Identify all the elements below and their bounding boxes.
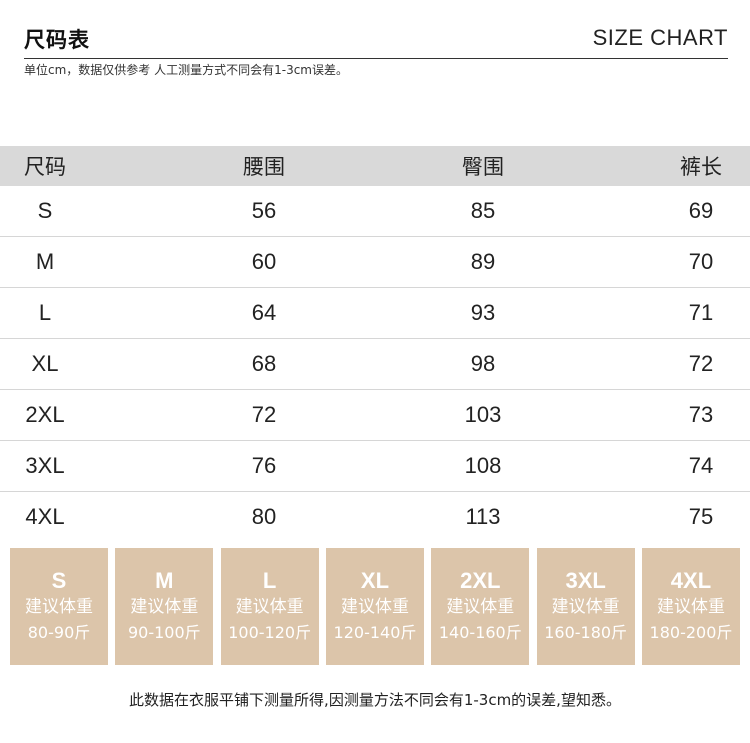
card-weight: 140-160斤 (438, 623, 522, 642)
cell-size: S (37, 198, 53, 223)
table-row: XL 68 98 72 (0, 339, 750, 390)
card-weight: 80-90斤 (27, 623, 91, 642)
cell-waist: 72 (251, 402, 277, 427)
card-label: 建议体重 (551, 597, 620, 617)
card-label: 建议体重 (340, 597, 409, 617)
cell-length: 73 (688, 402, 714, 427)
card-weight: 120-140斤 (333, 623, 417, 642)
card-label: 建议体重 (446, 597, 515, 617)
card-size: 2XL (460, 568, 501, 593)
cell-length: 72 (688, 351, 714, 376)
size-table: 尺码 腰围 臀围 裤长 S 56 85 69 M 60 89 70 L 64 9… (0, 146, 750, 542)
card-weight: 160-180斤 (544, 623, 628, 642)
card-size: L (262, 568, 277, 593)
cell-length: 71 (688, 300, 714, 325)
column-header-size: 尺码 (24, 155, 66, 179)
cell-waist: 68 (251, 351, 277, 376)
cell-waist: 80 (251, 504, 277, 529)
cell-size: M (35, 249, 55, 274)
page-title-en: SIZE CHART (592, 25, 728, 50)
cell-waist: 60 (251, 249, 277, 274)
cell-waist: 64 (251, 300, 277, 325)
cell-hip: 93 (470, 300, 496, 325)
table-row: 3XL 76 108 74 (0, 441, 750, 492)
weight-card: 2XL 建议体重 140-160斤 (431, 548, 530, 665)
cell-length: 74 (688, 453, 714, 478)
table-row: S 56 85 69 (0, 186, 750, 237)
cell-size: 4XL (25, 504, 65, 529)
weight-card: XL 建议体重 120-140斤 (325, 548, 424, 665)
cell-hip: 113 (465, 504, 501, 529)
cell-hip: 89 (470, 249, 496, 274)
card-size: XL (360, 568, 390, 593)
card-label: 建议体重 (130, 597, 199, 617)
cell-size: L (38, 300, 52, 325)
card-size: M (155, 568, 174, 593)
measurement-note: 单位cm，数据仅供参考 人工测量方式不同会有1-3cm误差。 (24, 63, 348, 77)
cell-size: XL (31, 351, 59, 376)
table-row: 4XL 80 113 75 (0, 492, 750, 542)
table-row: M 60 89 70 (0, 237, 750, 288)
cell-length: 70 (688, 249, 714, 274)
card-weight: 180-200斤 (649, 623, 733, 642)
card-size: 4XL (670, 568, 712, 593)
page-title: 尺码表 (24, 28, 90, 52)
weight-card: S 建议体重 80-90斤 (10, 548, 108, 665)
card-size: S (51, 568, 67, 593)
card-label: 建议体重 (235, 597, 304, 617)
weight-card: 3XL 建议体重 160-180斤 (536, 548, 635, 665)
card-size: 3XL (565, 568, 606, 593)
card-weight: 100-120斤 (228, 623, 312, 642)
card-weight: 90-100斤 (127, 623, 201, 642)
weight-card: 4XL 建议体重 180-200斤 (641, 548, 740, 665)
cell-size: 2XL (25, 402, 65, 427)
cell-length: 69 (688, 198, 714, 223)
weight-card: L 建议体重 100-120斤 (220, 548, 319, 665)
weight-recommendation-cards: S 建议体重 80-90斤 M 建议体重 90-100斤 L 建议体重 100-… (10, 548, 740, 665)
cell-length: 75 (688, 504, 714, 529)
header: 尺码表 SIZE CHART (24, 24, 728, 59)
cell-hip: 85 (470, 198, 496, 223)
table-row: L 64 93 71 (0, 288, 750, 339)
column-header-length: 裤长 (680, 155, 722, 179)
column-header-hip: 臀围 (462, 155, 504, 179)
column-header-waist: 腰围 (243, 155, 285, 179)
weight-card: M 建议体重 90-100斤 (115, 548, 214, 665)
card-label: 建议体重 (656, 597, 725, 617)
table-header-row: 尺码 腰围 臀围 裤长 (0, 146, 750, 186)
cell-hip: 103 (464, 402, 502, 427)
cell-hip: 108 (464, 453, 502, 478)
table-row: 2XL 72 103 73 (0, 390, 750, 441)
footer-note: 此数据在衣服平铺下测量所得,因测量方法不同会有1-3cm的误差,望知悉。 (129, 691, 621, 709)
cell-waist: 76 (251, 453, 277, 478)
card-label: 建议体重 (25, 597, 93, 617)
cell-size: 3XL (25, 453, 65, 478)
cell-hip: 98 (470, 351, 496, 376)
cell-waist: 56 (251, 198, 277, 223)
